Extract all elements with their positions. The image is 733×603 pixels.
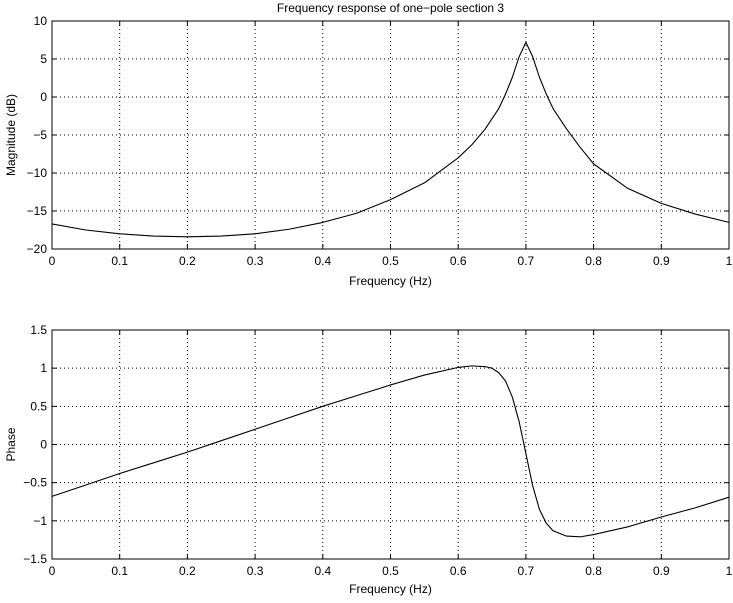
phase-y-tick-label: −1.5 — [23, 552, 47, 566]
phase-y-tick-label: 1.5 — [30, 323, 47, 337]
phase-y-tick-label: −0.5 — [23, 476, 47, 490]
magnitude-x-tick-label: 1 — [726, 254, 733, 268]
magnitude-x-axis-label: Frequency (Hz) — [349, 274, 432, 288]
magnitude-x-tick-label: 0 — [49, 254, 56, 268]
phase-y-axis-label: Phase — [4, 427, 18, 461]
phase-y-tick-label: −1 — [33, 514, 47, 528]
magnitude-x-tick-label: 0.9 — [653, 254, 670, 268]
magnitude-y-axis-label: Magnitude (dB) — [4, 94, 18, 176]
phase-x-tick-label: 0.5 — [382, 564, 399, 578]
magnitude-x-tick-label: 0.6 — [450, 254, 467, 268]
phase-x-tick-label: 0.1 — [111, 564, 128, 578]
phase-x-tick-label: 0 — [49, 564, 56, 578]
phase-series-line — [51, 365, 730, 538]
phase-x-tick-label: 0.6 — [450, 564, 467, 578]
phase-x-axis-label: Frequency (Hz) — [349, 582, 432, 596]
magnitude-x-tick-label: 0.3 — [247, 254, 264, 268]
phase-plot: 0 0.1 0.2 0.3 0.4 0.5 0.6 0.7 0.8 0.9 1 −1.5 −1 −0.5 0… — [4, 323, 733, 596]
magnitude-y-tick-label: −15 — [27, 204, 48, 218]
magnitude-y-tick-label: 5 — [40, 52, 47, 66]
magnitude-axes-background — [52, 21, 729, 249]
magnitude-y-tick-label: −20 — [27, 242, 48, 256]
magnitude-plot: 0 0.1 0.2 0.3 0.4 0.5 0.6 0.7 0.8 0.9 1 −20 −15 −10 −5… — [4, 1, 733, 288]
magnitude-y-tick-label: −5 — [33, 128, 47, 142]
magnitude-x-tick-label: 0.1 — [111, 254, 128, 268]
phase-x-tick-label: 0.9 — [653, 564, 670, 578]
magnitude-y-tick-label: −10 — [27, 166, 48, 180]
magnitude-x-tick-label: 0.8 — [585, 254, 602, 268]
magnitude-y-tick-label: 10 — [34, 14, 48, 28]
phase-x-tick-label: 0.8 — [585, 564, 602, 578]
phase-y-tick-label: 0.5 — [30, 399, 47, 413]
phase-x-tick-label: 0.4 — [314, 564, 331, 578]
phase-y-tick-label: 1 — [40, 361, 47, 375]
phase-axes-background — [52, 330, 729, 559]
magnitude-y-tick-label: 0 — [40, 90, 47, 104]
phase-x-tick-label: 0.3 — [247, 564, 264, 578]
phase-x-tick-label: 0.2 — [179, 564, 196, 578]
phase-y-tick-label: 0 — [40, 438, 47, 452]
magnitude-chart-title: Frequency response of one−pole section 3 — [277, 1, 504, 15]
magnitude-x-tick-label: 0.7 — [518, 254, 535, 268]
magnitude-x-tick-label: 0.2 — [179, 254, 196, 268]
magnitude-x-tick-label: 0.5 — [382, 254, 399, 268]
magnitude-x-tick-label: 0.4 — [314, 254, 331, 268]
phase-x-tick-label: 0.7 — [518, 564, 535, 578]
magnitude-series-line — [51, 41, 730, 238]
phase-x-tick-label: 1 — [726, 564, 733, 578]
